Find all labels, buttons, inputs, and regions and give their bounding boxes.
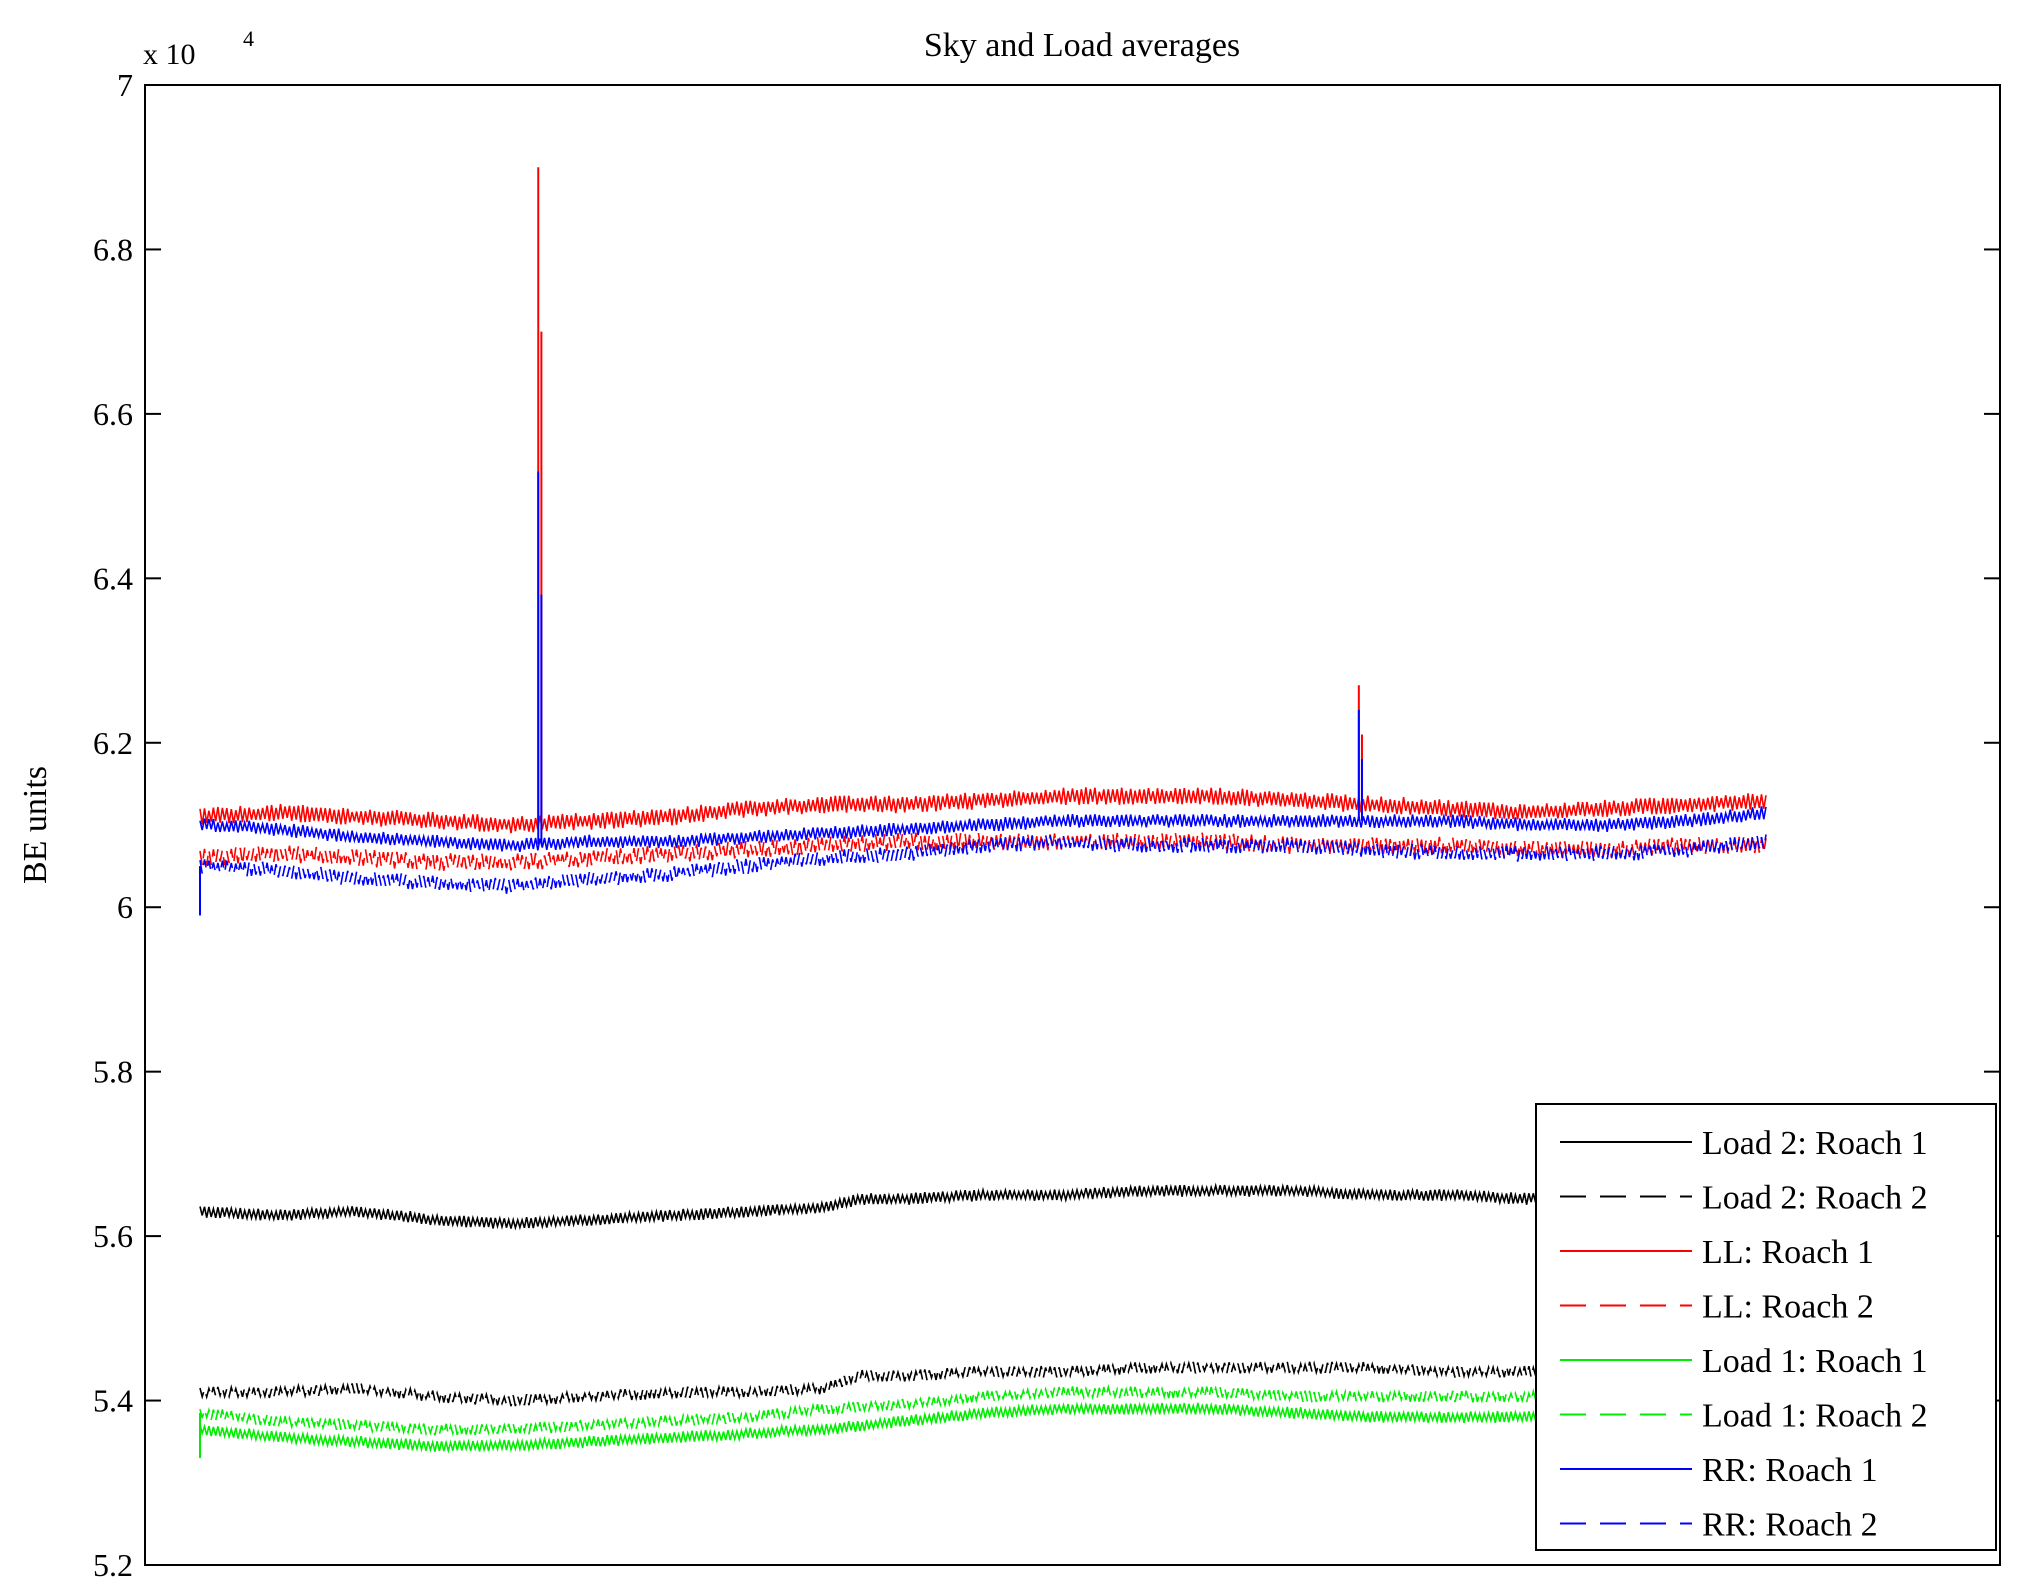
y-multiplier-label: x 10: [143, 38, 196, 71]
series-rr-roach-2: [199, 834, 1767, 916]
series-line: [199, 787, 1767, 834]
series-load-2-roach-2: [199, 1359, 1767, 1408]
series-ll-roach-1: [199, 167, 1767, 834]
series-line: [199, 1383, 1767, 1437]
series-line: [199, 1401, 1767, 1454]
y-tick-label: 6: [117, 889, 133, 925]
y-tick-label: 5.8: [93, 1054, 133, 1090]
y-tick-label: 6.2: [93, 725, 133, 761]
plot-frame: [144, 84, 2001, 1566]
legend-entry: LL: Roach 2: [1702, 1289, 1874, 1326]
legend-box: [1535, 1103, 1997, 1551]
y-tick-label: 5.6: [93, 1218, 133, 1254]
series-line: [199, 834, 1767, 894]
legend-entry: RR: Roach 1: [1702, 1452, 1878, 1489]
series-load-1-roach-1: [199, 1401, 1767, 1454]
legend-entry: Load 1: Roach 1: [1702, 1343, 1928, 1380]
y-tick-label: 6.8: [93, 231, 133, 267]
y-axis-ticks: 5.2 5.4 5.6 5.8 6 6.2 6.4 6.6 6.8 7: [93, 67, 2000, 1583]
y-tick-label: 7: [117, 67, 133, 103]
y-axis-multiplier: x 10 4: [143, 26, 254, 71]
y-axis-label: BE units: [17, 766, 54, 884]
series-load-2-roach-1: [199, 1182, 1767, 1231]
series-line: [199, 1182, 1767, 1231]
y-multiplier-exponent: 4: [243, 26, 254, 51]
y-tick-label: 5.4: [93, 1383, 133, 1419]
series-line: [199, 806, 1767, 852]
series-line: [199, 1359, 1767, 1408]
legend-entry: Load 2: Roach 2: [1702, 1180, 1928, 1217]
y-tick-label: 6.4: [93, 560, 133, 596]
series-layer: [199, 167, 1767, 1459]
series-rr-roach-1: [199, 471, 1767, 852]
series-line: [199, 832, 1767, 871]
chart-title: Sky and Load averages: [924, 27, 1240, 64]
y-tick-label: 5.2: [93, 1547, 133, 1583]
y-tick-label: 6.6: [93, 396, 133, 432]
legend-entry: LL: Roach 1: [1702, 1234, 1874, 1271]
legend-entry: Load 1: Roach 2: [1702, 1398, 1928, 1435]
series-ll-roach-2: [199, 832, 1767, 871]
legend-entry: RR: Roach 2: [1702, 1507, 1878, 1544]
series-load-1-roach-2: [199, 1383, 1767, 1459]
legend: Load 2: Roach 1 Load 2: Roach 2 LL: Roach …: [1535, 1103, 1997, 1551]
legend-entry: Load 2: Roach 1: [1702, 1125, 1928, 1162]
